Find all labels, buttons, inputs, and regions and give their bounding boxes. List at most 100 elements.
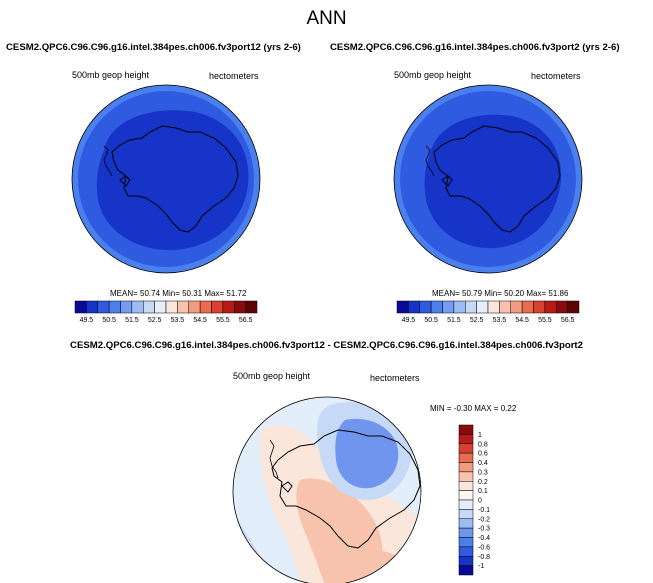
diff-colorbar-tick-label: 0.4	[478, 460, 488, 467]
diff-colorbar-tick-label: -1	[478, 563, 484, 570]
panel-2-min-value: 50.20	[504, 289, 525, 298]
panel-2-colorbar-tick-label: 53.5	[493, 317, 507, 324]
panel-1-colorbar-swatch	[177, 300, 189, 314]
panel-1-south-america-tip	[103, 145, 113, 177]
diff-map-border	[232, 396, 422, 583]
panel-2-colorbar-swatch	[419, 300, 432, 314]
panel-2-mean-label: MEAN=	[432, 289, 460, 298]
diff-colorbar-swatch	[458, 499, 474, 510]
panel-2-colorbar-tick-label: 52.5	[470, 317, 484, 324]
figure-title: ANN	[306, 8, 347, 29]
diff-colorbar-swatch	[458, 462, 474, 473]
diff-colorbar-tick-label: 1	[478, 432, 482, 439]
diff-colorbar-swatch	[458, 434, 474, 444]
diff-antarctica-coastline	[271, 429, 421, 549]
panel-2-max-label: Max=	[526, 289, 547, 298]
panel-2-colorbar-swatch	[487, 300, 500, 314]
panel-2-colorbar-tick-label: 56.5	[561, 317, 575, 324]
diff-colorbar-tick-label: 0.3	[478, 469, 488, 476]
panel-1-colorbar-swatch	[165, 300, 178, 314]
panel-2-variable-label: 500mb geop height	[394, 70, 472, 80]
panel-1-colorbar: 49.5 50.5 51.5 52.5 53.5 54.5 55.5 56.5	[74, 300, 258, 324]
panel-1-variable-label: 500mb geop height	[72, 70, 150, 80]
diff-colorbar-swatch	[458, 452, 474, 463]
panel-1-colorbar-tick-label: 50.5	[102, 317, 116, 324]
panel-1-colorbar-swatch	[211, 300, 224, 314]
panel-1-colorbar-tick-label: 52.5	[148, 317, 162, 324]
panel-1-colorbar-tick-label: 55.5	[216, 317, 230, 324]
diff-colorbar-tick-label: -0.3	[478, 526, 490, 533]
diff-units-label: hectometers	[370, 373, 420, 383]
diff-colorbar-swatch	[458, 424, 474, 435]
panel-2-colorbar-swatch	[499, 300, 511, 314]
diff-colorbar-tick-label: -0.4	[478, 535, 490, 542]
diff-colorbar-tick-label: -0.8	[478, 554, 490, 561]
panel-2-colorbar-swatch	[556, 300, 568, 314]
diff-colorbar-swatch	[458, 527, 474, 538]
panel-1-colorbar-swatch	[86, 300, 98, 314]
diff-colorbar-swatch	[458, 537, 474, 548]
diff-colorbar-swatch	[458, 565, 474, 576]
panel-1-colorbar-swatch	[97, 300, 110, 314]
diff-colorbar-swatch	[458, 556, 474, 566]
panel-2-units-label: hectometers	[531, 71, 581, 81]
diff-colorbar-swatch	[458, 471, 474, 482]
panel-2-colorbar-tick-label: 54.5	[515, 317, 529, 324]
panel-1-units-label: hectometers	[209, 71, 259, 81]
diff-colorbar-tick-label: 0.1	[478, 488, 488, 495]
diff-colorbar-swatch	[458, 509, 474, 519]
panel-2-colorbar-swatch	[453, 300, 466, 314]
panel-1-colorbar-swatch	[108, 300, 121, 314]
panel-1-case-title: CESM2.QPC6.C96.C96.g16.intel.384pes.ch00…	[6, 42, 301, 53]
panel-1-colorbar-swatch	[188, 300, 201, 314]
panel-2-mean-value: 50.79	[462, 289, 483, 298]
panel-1-colorbar-tick-label: 56.5	[239, 317, 253, 324]
panel-2-colorbar-swatch	[533, 300, 546, 314]
panel-2-colorbar-swatch	[521, 300, 534, 314]
panel-1-colorbar-tick-label: 54.5	[193, 317, 207, 324]
panel-2-colorbar-tick-label: 49.5	[402, 317, 416, 324]
panel-1-stats: MEAN= 50.74 Min= 50.31 Max= 51.72	[110, 289, 246, 298]
panel-1-colorbar-swatch	[234, 300, 246, 314]
panel-1-colorbar-tick-label: 49.5	[80, 317, 94, 324]
panel-1-colorbar-swatch	[120, 300, 133, 314]
panel-1-mean-value: 50.74	[140, 289, 161, 298]
panel-2-colorbar: 49.5 50.5 51.5 52.5 53.5 54.5 55.5 56.5	[396, 300, 580, 324]
panel-2-colorbar-swatch	[567, 300, 580, 314]
panel-2-map	[393, 84, 583, 274]
panel-2-case-title: CESM2.QPC6.C96.C96.g16.intel.384pes.ch00…	[330, 42, 620, 53]
panel-1-colorbar-swatch	[245, 300, 258, 314]
diff-title: CESM2.QPC6.C96.C96.g16.intel.384pes.ch00…	[70, 340, 583, 351]
panel-1-colorbar-swatch	[154, 300, 167, 314]
diff-map	[232, 396, 422, 583]
panel-1-min-value: 50.31	[182, 289, 203, 298]
diff-south-america-tip	[269, 439, 279, 479]
panel-1-colorbar-swatch	[199, 300, 212, 314]
panel-1-colorbar-swatch	[222, 300, 235, 314]
diff-colorbar-swatch	[458, 518, 474, 529]
panel-1-colorbar-swatch	[131, 300, 144, 314]
panel-1-mean-label: MEAN=	[110, 289, 138, 298]
panel-2-colorbar-swatch	[544, 300, 557, 314]
panel-1-colorbar-tick-label: 51.5	[125, 317, 139, 324]
diff-colorbar-tick-label: -0.2	[478, 516, 490, 523]
panel-1-colorbar-swatch	[143, 300, 155, 314]
panel-1-antarctica-coastline	[111, 125, 239, 233]
panel-1-contour-core	[96, 110, 249, 251]
panel-1-max-label: Max=	[204, 289, 225, 298]
diff-colorbar-tick-label: 0.2	[478, 479, 488, 486]
panel-2-map-border	[393, 84, 583, 274]
panel-2-min-label: Min=	[484, 289, 502, 298]
panel-1-map	[71, 84, 261, 274]
panel-2-stats: MEAN= 50.79 Min= 50.20 Max= 51.86	[432, 289, 568, 298]
diff-colorbar-tick-label: -0.1	[478, 507, 490, 514]
diff-colorbar: 1 0.8 0.6 0.4 0.3 0.2 0.1 0 -0.1 -0.2 -0.3 -0.4 -0.6…	[458, 424, 490, 576]
panel-2-colorbar-tick-label: 51.5	[447, 317, 461, 324]
panel-2-colorbar-swatch	[510, 300, 523, 314]
panel-2-colorbar-swatch	[408, 300, 420, 314]
panel-2-colorbar-swatch	[465, 300, 477, 314]
panel-2-south-america-tip	[425, 145, 435, 177]
panel-2-max-value: 51.86	[548, 289, 569, 298]
panel-2-colorbar-swatch	[430, 300, 443, 314]
